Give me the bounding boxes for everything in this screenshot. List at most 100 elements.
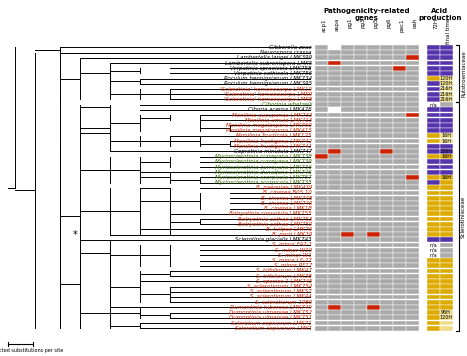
Bar	[328, 76, 340, 81]
Bar	[393, 284, 405, 289]
Bar	[367, 71, 380, 76]
Bar	[354, 128, 367, 133]
Bar	[393, 237, 405, 242]
Bar	[315, 128, 327, 133]
Bar	[367, 108, 380, 112]
Bar	[354, 196, 367, 200]
Bar	[341, 289, 354, 294]
Bar	[380, 248, 392, 252]
Bar	[406, 263, 418, 268]
Text: S. minor PF17: S. minor PF17	[274, 263, 312, 268]
Bar	[380, 76, 392, 81]
Text: S. minor LF-27: S. minor LF-27	[272, 258, 312, 263]
Bar	[393, 45, 405, 50]
Bar	[315, 66, 327, 70]
Bar	[328, 196, 340, 200]
Bar	[367, 274, 380, 278]
Bar	[393, 258, 405, 263]
Bar	[380, 71, 392, 76]
Bar	[315, 102, 327, 107]
Text: *: *	[73, 230, 78, 240]
Bar	[315, 300, 327, 304]
Bar	[328, 274, 340, 278]
Text: oah: oah	[412, 18, 417, 28]
Text: S. minor W1: S. minor W1	[278, 253, 312, 258]
Bar	[328, 284, 340, 289]
Bar	[341, 170, 354, 174]
Bar	[354, 170, 367, 174]
Bar	[315, 71, 327, 76]
Bar	[427, 66, 439, 70]
Bar	[427, 289, 439, 294]
Text: 120H: 120H	[439, 76, 453, 81]
Bar	[380, 269, 392, 273]
Bar	[406, 274, 418, 278]
Bar	[328, 295, 340, 299]
Bar	[328, 134, 340, 138]
Bar	[427, 326, 439, 331]
Bar	[354, 123, 367, 128]
Bar	[440, 248, 453, 252]
Bar	[341, 243, 354, 247]
Bar	[406, 159, 418, 164]
Bar	[406, 128, 418, 133]
Bar	[393, 310, 405, 315]
Bar	[380, 196, 392, 200]
Bar	[354, 66, 367, 70]
Bar	[393, 232, 405, 237]
Bar	[341, 305, 354, 310]
Bar	[393, 108, 405, 112]
Bar	[380, 45, 392, 50]
Bar	[380, 284, 392, 289]
Text: S. trifoliorum LMK47: S. trifoliorum LMK47	[256, 268, 312, 273]
Bar	[315, 310, 327, 315]
Bar	[341, 45, 354, 50]
Bar	[380, 170, 392, 174]
Bar	[380, 232, 392, 237]
Text: B. cinerea B05.10: B. cinerea B05.10	[263, 190, 312, 195]
Bar	[427, 227, 439, 232]
Bar	[427, 263, 439, 268]
Bar	[440, 102, 453, 107]
Bar	[427, 300, 439, 304]
Bar	[380, 92, 392, 96]
Bar	[328, 159, 340, 164]
Bar	[367, 76, 380, 81]
Bar	[440, 305, 453, 310]
Bar	[328, 71, 340, 76]
Bar	[367, 61, 380, 66]
Bar	[380, 180, 392, 185]
Text: Monilinia aucupanae LMK733: Monilinia aucupanae LMK733	[232, 112, 312, 117]
Bar	[354, 279, 367, 284]
Text: S. sclerotiorum LMK44: S. sclerotiorum LMK44	[250, 294, 312, 299]
Bar	[328, 289, 340, 294]
Bar	[427, 315, 439, 320]
Bar	[354, 237, 367, 242]
Bar	[328, 92, 340, 96]
Bar	[406, 253, 418, 258]
Text: 216H: 216H	[439, 97, 453, 102]
Bar	[354, 102, 367, 107]
Bar	[354, 108, 367, 112]
Bar	[341, 211, 354, 216]
Bar	[380, 222, 392, 226]
Bar	[354, 144, 367, 148]
Bar	[354, 217, 367, 221]
Text: pg3: pg3	[361, 18, 366, 28]
Bar	[341, 180, 354, 185]
Bar	[367, 149, 380, 154]
Bar	[367, 159, 380, 164]
Bar	[354, 310, 367, 315]
Bar	[406, 227, 418, 232]
Bar	[328, 66, 340, 70]
Bar	[380, 112, 392, 117]
Bar	[393, 165, 405, 169]
Bar	[354, 227, 367, 232]
Bar	[367, 180, 380, 185]
Bar	[315, 82, 327, 86]
Bar	[393, 206, 405, 211]
Bar	[315, 149, 327, 154]
Bar	[393, 196, 405, 200]
Bar	[393, 112, 405, 117]
Bar	[440, 159, 453, 164]
